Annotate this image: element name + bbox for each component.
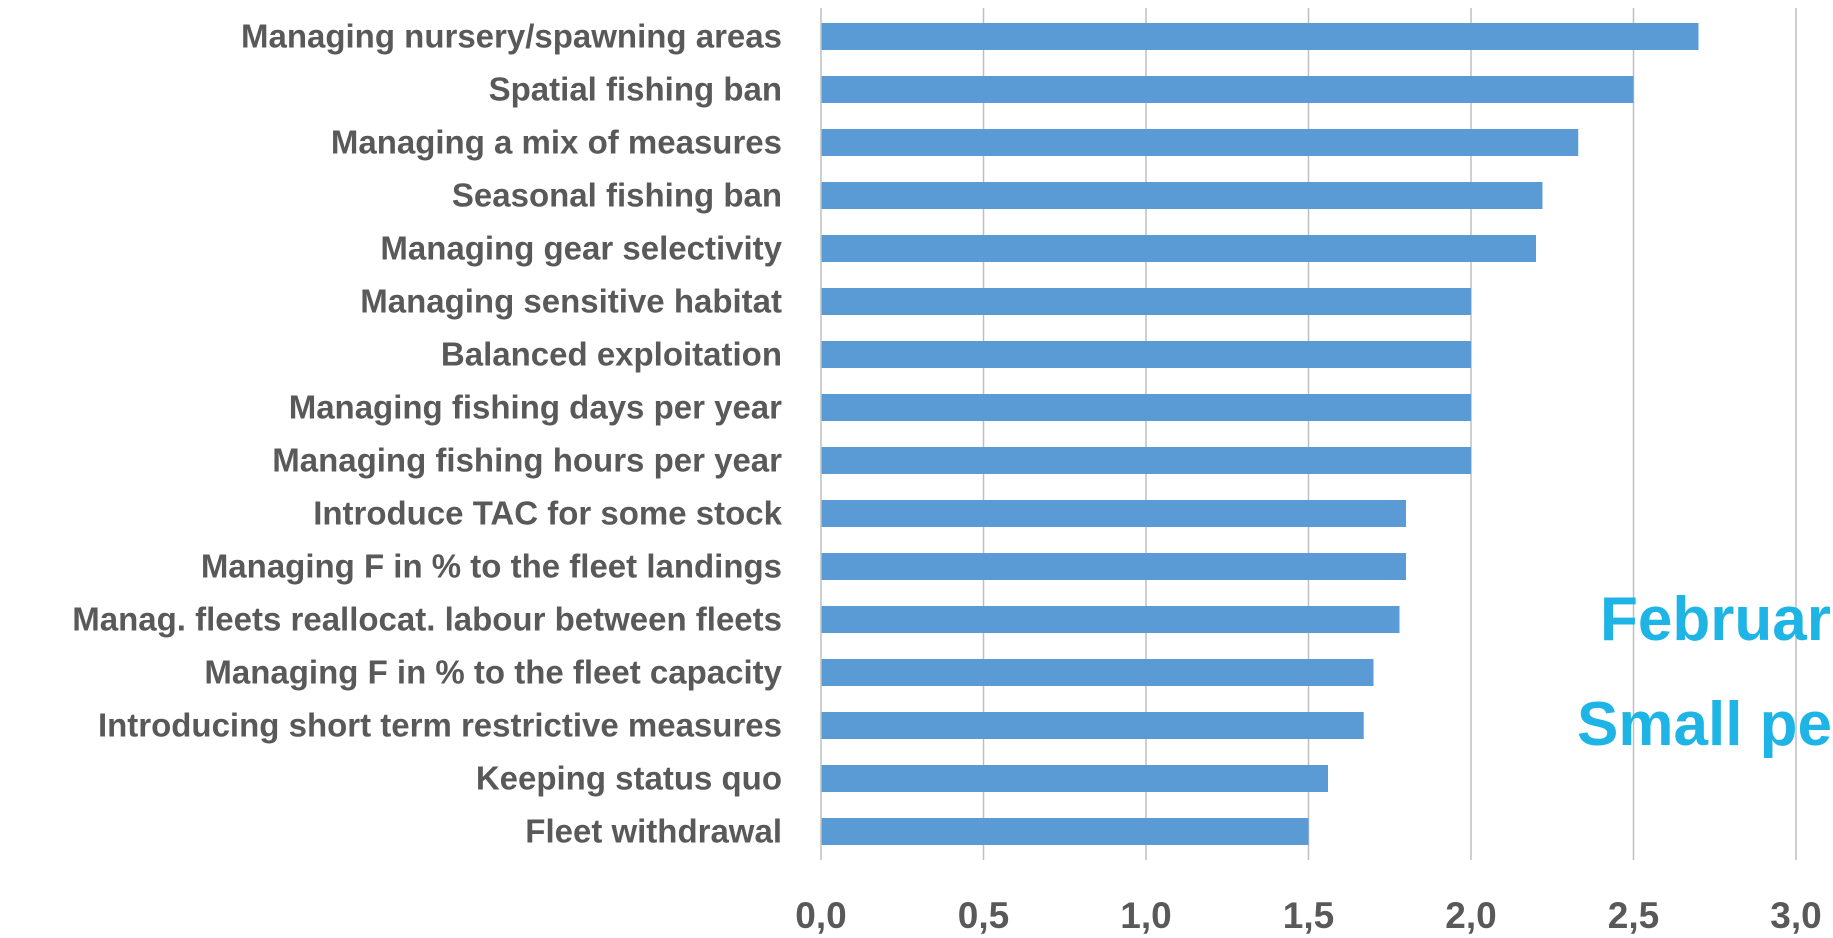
bars xyxy=(821,23,1699,845)
bar xyxy=(821,394,1471,421)
category-label: Managing fishing days per year xyxy=(289,389,782,426)
overlay-caption-line-2: Small pe xyxy=(1577,690,1832,759)
category-label: Managing F in % to the fleet landings xyxy=(201,548,782,585)
bar xyxy=(821,447,1471,474)
bar xyxy=(821,659,1374,686)
bar xyxy=(821,76,1634,103)
overlay-caption-line-1: Februar xyxy=(1600,585,1831,654)
x-tick-labels: 0,0 0,5 1,0 1,5 2,0 2,5 3,0 xyxy=(795,895,1821,936)
bar xyxy=(821,288,1471,315)
bar xyxy=(821,129,1579,156)
bar xyxy=(821,341,1471,368)
bar xyxy=(821,500,1406,527)
overlay-caption: Februar Small pe xyxy=(1577,585,1832,759)
bar xyxy=(821,712,1364,739)
category-label: Managing fishing hours per year xyxy=(272,442,782,479)
category-label: Keeping status quo xyxy=(476,760,782,797)
bar xyxy=(821,235,1536,262)
x-tick-label: 0,5 xyxy=(958,895,1009,936)
x-tick-label: 2,5 xyxy=(1608,895,1659,936)
category-label: Seasonal fishing ban xyxy=(452,177,782,214)
bar xyxy=(821,606,1400,633)
bar xyxy=(821,23,1699,50)
x-tick-label: 1,5 xyxy=(1283,895,1334,936)
category-labels: Managing nursery/spawning areas Spatial f… xyxy=(72,18,782,850)
x-tick-label: 2,0 xyxy=(1445,895,1496,936)
bar xyxy=(821,765,1328,792)
x-tick-label: 1,0 xyxy=(1120,895,1171,936)
category-label: Managing sensitive habitat xyxy=(360,283,782,320)
category-label: Introduce TAC for some stock xyxy=(313,495,782,532)
x-tick-label: 0,0 xyxy=(795,895,846,936)
category-label: Managing a mix of measures xyxy=(331,124,782,161)
category-label: Fleet withdrawal xyxy=(525,813,782,850)
category-label: Managing nursery/spawning areas xyxy=(241,18,782,55)
bar xyxy=(821,818,1309,845)
bar xyxy=(821,182,1543,209)
category-label: Manag. fleets reallocat. labour between … xyxy=(72,601,782,638)
category-label: Introducing short term restrictive measu… xyxy=(98,707,782,744)
category-label: Spatial fishing ban xyxy=(489,71,782,108)
category-label: Managing F in % to the fleet capacity xyxy=(204,654,782,691)
bar xyxy=(821,553,1406,580)
x-tick-label: 3,0 xyxy=(1770,895,1821,936)
category-label: Balanced exploitation xyxy=(441,336,782,373)
category-label: Managing gear selectivity xyxy=(380,230,782,267)
